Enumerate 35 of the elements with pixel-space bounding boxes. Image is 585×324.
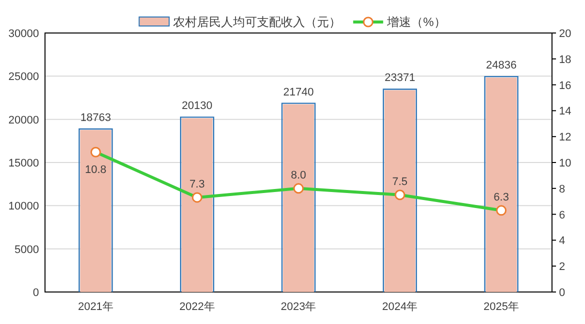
x-tick-label: 2024年	[382, 301, 418, 313]
legend-label: 增速（%）	[386, 15, 446, 29]
y2-tick-label: 12	[559, 132, 572, 144]
y2-tick-label: 20	[559, 28, 572, 40]
data-label: 10.8	[84, 164, 106, 176]
data-label: 24836	[486, 60, 517, 72]
x-tick-label: 2025年	[484, 301, 520, 313]
y2-tick-label: 0	[559, 287, 566, 299]
y2-tick-label: 8	[559, 183, 566, 196]
y2-tick-label: 14	[559, 106, 572, 118]
x-tick-label: 2021年	[78, 301, 114, 313]
data-label: 21740	[283, 86, 314, 98]
y2-tick-label: 16	[559, 80, 572, 92]
y2-tick-label: 2	[559, 261, 566, 274]
data-label: 20130	[182, 100, 212, 112]
y-tick-label: 10000	[8, 200, 39, 213]
y-tick-label: 20000	[8, 114, 39, 126]
y-tick-label: 15000	[8, 158, 39, 170]
y-tick-label: 5000	[14, 244, 39, 256]
y2-tick-label: 4	[559, 235, 566, 248]
x-tick-label: 2022年	[179, 301, 215, 313]
y2-tick-label: 6	[559, 209, 566, 222]
y-tick-label: 30000	[8, 28, 39, 40]
data-label: 6.3	[494, 191, 509, 204]
x-tick-label: 2023年	[280, 301, 316, 313]
y2-tick-label: 18	[559, 54, 572, 66]
y-tick-label: 25000	[8, 71, 39, 84]
data-label: 7.3	[189, 178, 205, 190]
y2-tick-label: 10	[559, 158, 572, 170]
data-label: 18763	[80, 112, 111, 124]
y-tick-label: 0	[32, 287, 39, 299]
data-label: 23371	[384, 72, 416, 84]
data-label: 7.5	[392, 176, 408, 188]
data-label: 8.0	[290, 169, 306, 182]
legend-label: 农村居民人均可支配收入（元）	[173, 15, 342, 29]
